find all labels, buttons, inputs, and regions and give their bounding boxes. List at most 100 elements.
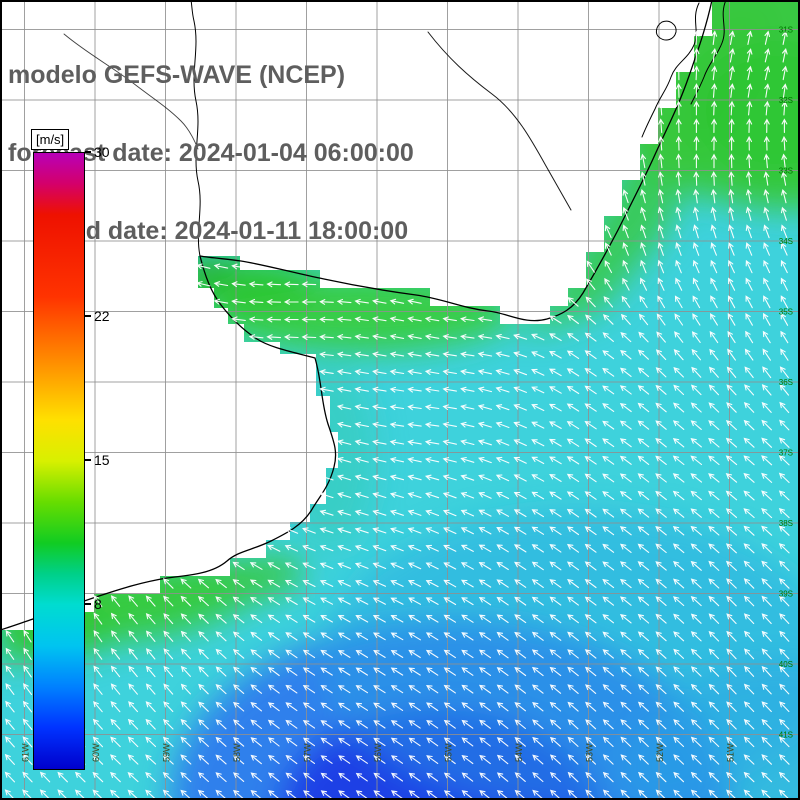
wind-arrow: [39, 771, 51, 783]
latitude-label: 34S: [779, 237, 793, 246]
wind-arrow: [355, 667, 369, 676]
wind-arrow: [745, 313, 753, 326]
wind-arrow: [764, 100, 770, 116]
wind-arrow: [232, 561, 245, 571]
wind-arrow: [320, 790, 333, 800]
wind-arrow: [443, 544, 457, 552]
wind-arrow: [267, 772, 280, 782]
wind-arrow: [407, 351, 422, 358]
wind-arrow: [549, 666, 562, 677]
wind-arrow: [728, 83, 735, 98]
wind-arrow: [566, 508, 580, 518]
wind-arrow: [658, 135, 664, 151]
wind-arrow: [637, 613, 650, 624]
wind-arrow: [93, 612, 103, 625]
wind-arrow: [513, 526, 527, 535]
wind-arrow: [710, 206, 717, 221]
wind-arrow: [163, 701, 174, 713]
wind-arrow: [127, 771, 139, 783]
wind-arrow: [690, 701, 702, 712]
wind-arrow: [531, 666, 544, 677]
wind-arrow: [726, 384, 737, 396]
wind-arrow: [197, 772, 209, 783]
wind-arrow: [110, 754, 121, 765]
wind-arrow: [302, 580, 316, 588]
wind-arrow: [337, 492, 352, 499]
wind-arrow: [408, 720, 421, 729]
wind-arrow: [250, 666, 263, 677]
wind-arrow: [761, 578, 772, 589]
wind-arrow: [711, 83, 718, 98]
wind-arrow: [620, 719, 632, 730]
wind-arrow: [389, 386, 405, 393]
wind-arrow: [620, 331, 632, 343]
wind-arrow: [390, 790, 404, 800]
wind-arrow: [267, 579, 281, 588]
wind-arrow: [496, 772, 509, 782]
wind-arrow: [657, 242, 664, 256]
coastline-layer: [0, 0, 727, 631]
wind-arrow: [781, 100, 788, 116]
wind-arrow: [513, 456, 527, 464]
wind-arrow: [673, 596, 685, 607]
wind-arrow: [110, 595, 121, 607]
wind-arrow: [584, 350, 597, 360]
wind-arrow: [655, 578, 667, 589]
wind-arrow: [180, 578, 192, 589]
wind-arrow: [567, 666, 579, 677]
wind-arrow: [764, 48, 771, 63]
wind-arrow: [5, 683, 15, 695]
wind-arrow: [250, 719, 263, 730]
wind-arrow: [726, 366, 737, 378]
wind-arrow: [729, 65, 735, 81]
wind-arrow: [249, 579, 263, 588]
longitude-label: 53W: [585, 743, 595, 762]
latitude-label: 40S: [779, 660, 793, 669]
wind-arrow: [640, 259, 647, 274]
wind-arrow: [725, 525, 738, 536]
wind-arrow: [372, 386, 387, 393]
wind-arrow: [692, 224, 699, 239]
wind-arrow: [761, 543, 773, 554]
wind-arrow: [461, 684, 474, 694]
wind-arrow: [744, 366, 754, 379]
wind-arrow: [726, 683, 737, 695]
wind-arrow: [743, 402, 755, 413]
wind-arrow: [708, 437, 720, 448]
wind-arrow: [693, 47, 700, 63]
wind-arrow: [708, 420, 720, 431]
wind-arrow: [390, 685, 404, 694]
wind-arrow: [302, 562, 316, 570]
wind-arrow: [690, 543, 702, 554]
wind-arrow: [425, 614, 439, 623]
wind-arrow: [602, 332, 614, 342]
wind-arrow: [602, 491, 615, 500]
wind-arrow: [779, 701, 790, 713]
wind-arrow: [690, 402, 702, 413]
wind-arrow: [267, 754, 280, 765]
wind-arrow: [495, 369, 510, 375]
wind-arrow: [655, 455, 667, 465]
wind-arrow: [496, 579, 509, 588]
wind-arrow: [675, 153, 682, 169]
wind-arrow: [673, 666, 685, 677]
longitude-label: 59W: [162, 743, 172, 762]
wind-arrow: [655, 349, 667, 361]
wind-arrow: [162, 578, 174, 589]
wind-arrow: [425, 597, 439, 605]
wind-arrow: [478, 632, 492, 641]
wind-arrow: [549, 754, 561, 765]
wind-arrow: [407, 298, 422, 305]
wind-arrow: [373, 685, 386, 694]
wind-arrow: [495, 492, 510, 500]
wind-arrow: [128, 647, 138, 660]
wind-arrow: [514, 631, 527, 641]
wind-arrow: [675, 224, 682, 239]
wind-arrow: [320, 772, 333, 782]
wind-arrow: [602, 314, 614, 325]
wind-arrow: [408, 667, 421, 676]
wind-arrow: [778, 490, 790, 501]
wind-arrow: [22, 683, 33, 695]
wind-arrow: [163, 595, 174, 607]
wind-arrow: [319, 386, 334, 393]
